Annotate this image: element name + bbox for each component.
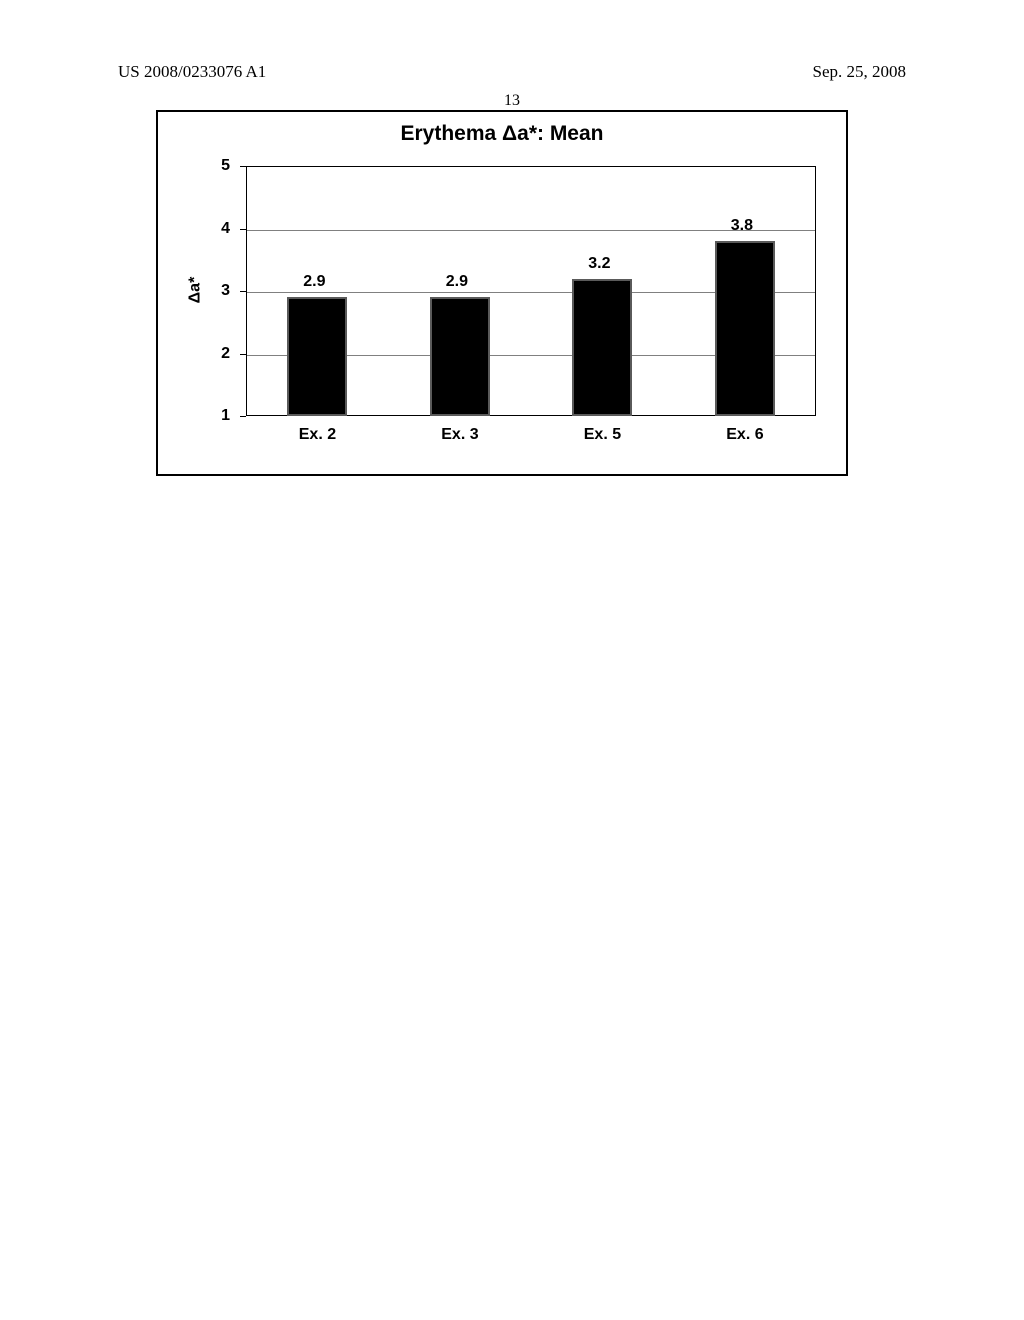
ytick-mark xyxy=(240,166,246,167)
ytick-mark xyxy=(240,416,246,417)
figure-frame: Erythema Δa*: Mean Δa* 1 2 3 4 5 2.9 Ex. 2 2.9 E… xyxy=(156,110,848,476)
bar-value-label: 2.9 xyxy=(446,273,468,291)
ytick-label: 3 xyxy=(221,282,230,300)
xtick-label: Ex. 3 xyxy=(441,426,478,444)
ytick-mark xyxy=(240,354,246,355)
bar xyxy=(430,297,490,416)
bar-value-label: 3.2 xyxy=(588,255,610,273)
page: US 2008/0233076 A1 Sep. 25, 2008 13 Eryt… xyxy=(0,0,1024,1320)
chart-title: Erythema Δa*: Mean xyxy=(158,122,846,146)
xtick-label: Ex. 2 xyxy=(299,426,336,444)
ytick-label: 4 xyxy=(221,220,230,238)
header-right-date: Sep. 25, 2008 xyxy=(813,62,907,82)
xtick-label: Ex. 6 xyxy=(726,426,763,444)
page-number: 13 xyxy=(0,92,1024,110)
bar-value-label: 3.8 xyxy=(731,217,753,235)
ytick-mark xyxy=(240,291,246,292)
ytick-label: 5 xyxy=(221,157,230,175)
bar xyxy=(715,241,775,416)
ytick-label: 2 xyxy=(221,345,230,363)
y-axis-label: Δa* xyxy=(186,277,204,304)
ytick-mark xyxy=(240,229,246,230)
header-left-pubnum: US 2008/0233076 A1 xyxy=(118,62,266,82)
xtick-label: Ex. 5 xyxy=(584,426,621,444)
bar xyxy=(287,297,347,416)
bar-value-label: 2.9 xyxy=(303,273,325,291)
bar xyxy=(572,279,632,417)
ytick-label: 1 xyxy=(221,407,230,425)
